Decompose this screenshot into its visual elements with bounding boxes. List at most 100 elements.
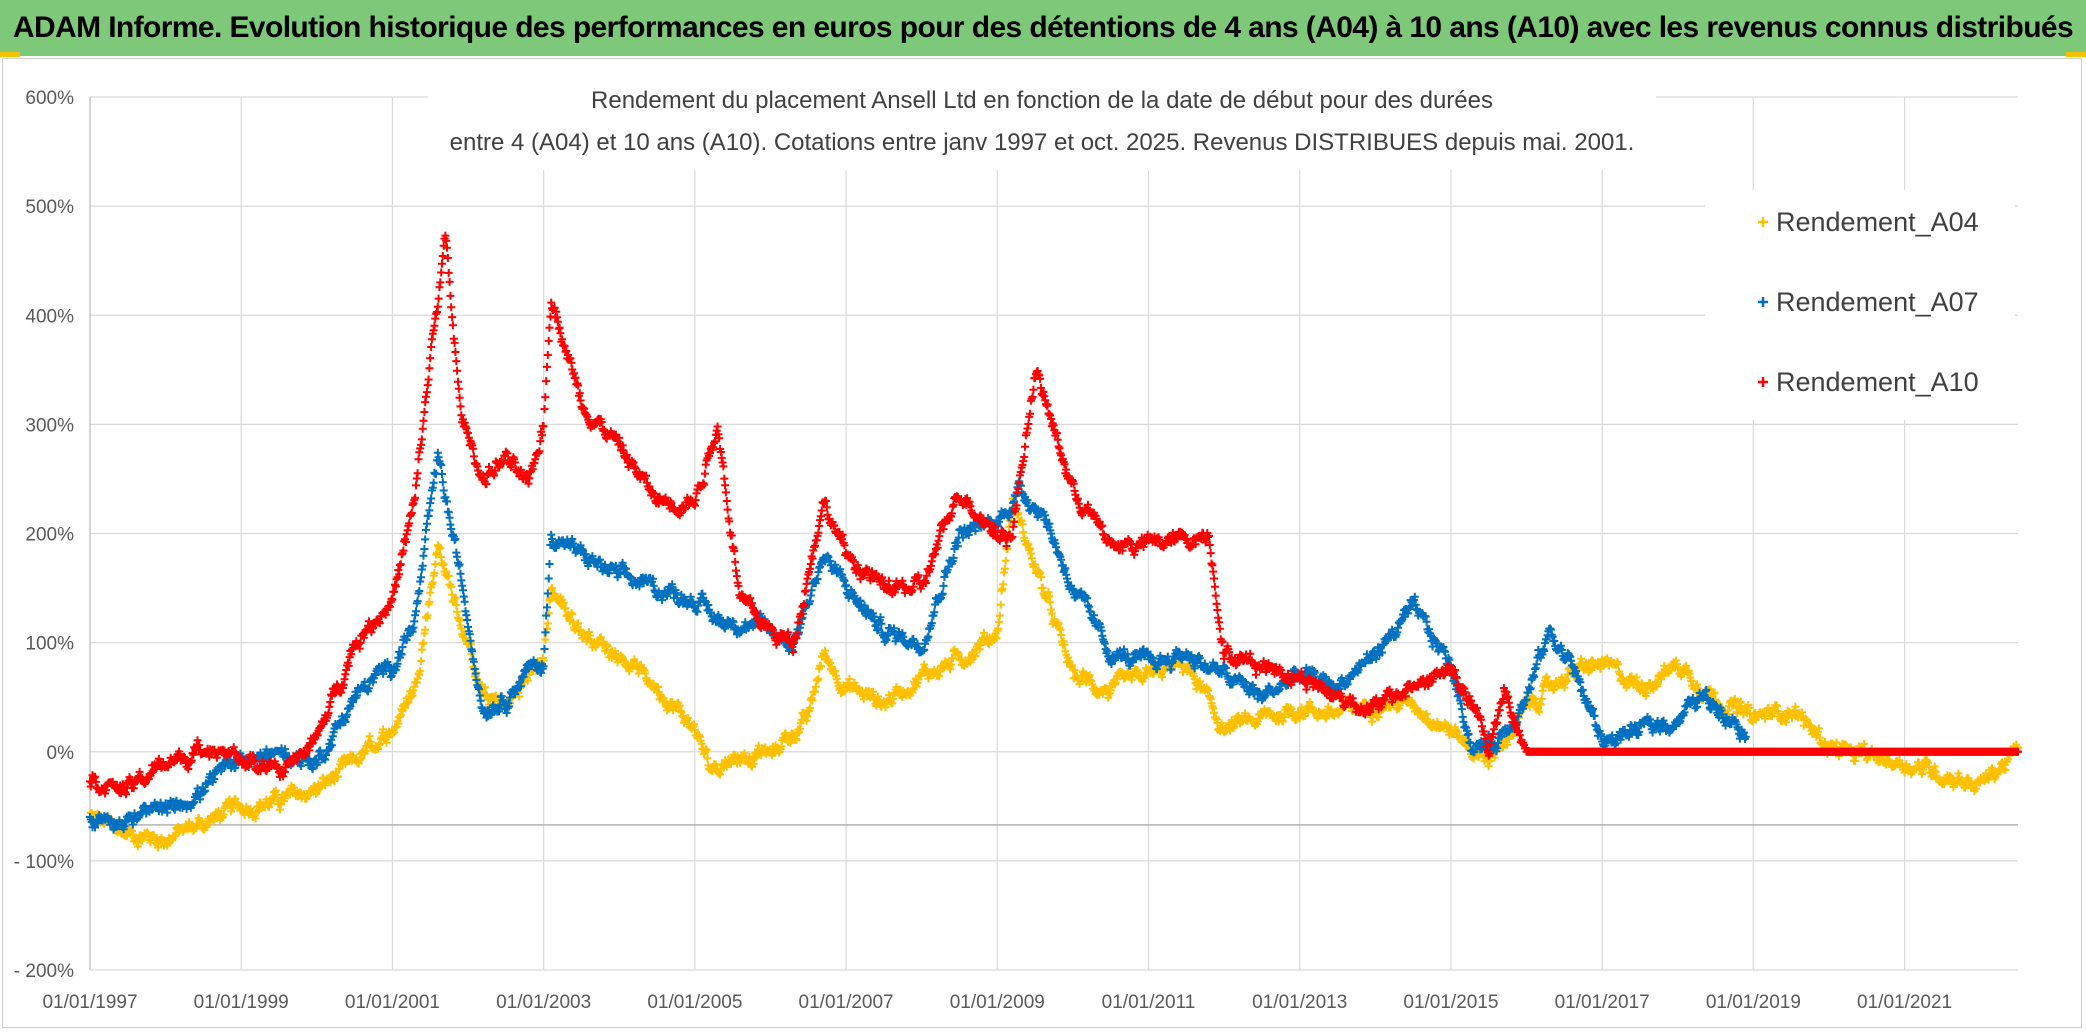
point-A04 <box>433 549 441 558</box>
point-A10 <box>420 408 429 416</box>
point-A04 <box>561 604 570 613</box>
series-layer <box>86 231 2022 852</box>
point-A04 <box>1195 677 1204 686</box>
point-A04 <box>515 692 524 701</box>
point-A04 <box>792 736 801 744</box>
point-A10 <box>413 469 422 478</box>
point-A04 <box>869 687 877 696</box>
point-A10 <box>424 375 433 384</box>
point-A07 <box>420 545 429 553</box>
chart: 600%500%400%300%200%100%0%- 100%- 200% 0… <box>14 84 2022 1013</box>
point-A07 <box>545 560 554 568</box>
point-A10 <box>451 348 460 356</box>
point-A04 <box>1057 631 1066 639</box>
point-A04 <box>702 746 711 754</box>
point-A07 <box>1457 705 1466 714</box>
point-A04 <box>379 725 388 734</box>
point-A10 <box>426 354 435 363</box>
point-A04 <box>1000 564 1009 573</box>
point-A04 <box>786 738 795 747</box>
point-A04 <box>492 693 501 702</box>
point-A10 <box>193 736 202 745</box>
point-A04 <box>436 543 445 552</box>
point-A04 <box>979 628 988 637</box>
point-A07 <box>939 581 948 590</box>
point-A04 <box>703 754 712 763</box>
point-A10 <box>453 366 462 375</box>
point-A04 <box>425 597 434 606</box>
point-A10 <box>436 278 445 287</box>
point-A04 <box>451 593 460 602</box>
point-A04 <box>996 600 1005 609</box>
point-A04 <box>1037 573 1045 582</box>
point-A07 <box>425 506 434 515</box>
point-A04 <box>447 582 456 591</box>
point-A07 <box>438 478 447 487</box>
point-A04 <box>999 580 1008 589</box>
point-A07 <box>422 519 431 528</box>
point-A10 <box>437 268 446 277</box>
point-A10 <box>455 393 464 402</box>
point-A10 <box>448 313 457 322</box>
point-A04 <box>428 578 437 587</box>
point-A10 <box>444 268 453 277</box>
point-A10 <box>541 393 550 402</box>
point-A10 <box>438 259 446 268</box>
point-A04 <box>431 560 440 569</box>
point-A10 <box>447 303 456 312</box>
point-A10 <box>417 435 426 444</box>
point-A10 <box>545 323 554 332</box>
point-A04 <box>574 619 583 628</box>
point-A10 <box>390 587 399 596</box>
point-A10 <box>445 277 454 286</box>
point-A04 <box>439 560 448 569</box>
banner: ADAM Informe. Evolution historique des p… <box>0 0 2086 56</box>
point-A04 <box>1046 598 1055 607</box>
point-A10 <box>540 405 549 413</box>
point-A04 <box>419 638 428 647</box>
point-A10 <box>543 351 552 359</box>
point-A10 <box>450 338 459 347</box>
point-A04 <box>543 619 552 628</box>
point-A04 <box>757 751 766 760</box>
point-A10 <box>414 455 423 464</box>
point-A10 <box>425 364 434 373</box>
point-A04 <box>423 611 432 620</box>
point-A10 <box>454 384 463 393</box>
point-A07 <box>417 573 425 582</box>
point-A07 <box>439 486 448 495</box>
point-A10 <box>419 416 428 425</box>
point-A04 <box>421 625 430 634</box>
point-A10 <box>448 321 457 330</box>
point-A10 <box>326 698 335 706</box>
point-A04 <box>1031 560 1040 569</box>
point-A07 <box>421 535 430 544</box>
point-A07 <box>438 470 446 478</box>
point-A04 <box>480 683 489 692</box>
point-A10 <box>433 302 442 311</box>
point-A10 <box>469 452 478 461</box>
point-A10 <box>452 357 461 366</box>
banner-title: ADAM Informe. Evolution historique des p… <box>12 11 2074 44</box>
banner-accent-right <box>2066 52 2086 57</box>
point-A04 <box>417 657 425 665</box>
point-A04 <box>333 772 342 781</box>
point-A04 <box>814 674 823 683</box>
point-A07 <box>429 478 438 487</box>
point-A07 <box>463 616 472 624</box>
point-A10 <box>456 402 465 411</box>
point-A10 <box>454 377 462 386</box>
point-A10 <box>430 321 439 330</box>
point-A07 <box>544 574 553 583</box>
point-A10 <box>418 424 427 433</box>
point-A07 <box>540 645 549 653</box>
point-A10 <box>434 294 443 303</box>
point-A04 <box>416 667 425 676</box>
point-A07 <box>460 597 469 606</box>
point-A10 <box>446 291 455 300</box>
point-A04 <box>845 675 854 684</box>
series-Rendement_A04 <box>86 494 2022 852</box>
point-A04 <box>1001 556 1010 565</box>
point-A04 <box>541 635 550 644</box>
point-A10 <box>422 388 431 397</box>
